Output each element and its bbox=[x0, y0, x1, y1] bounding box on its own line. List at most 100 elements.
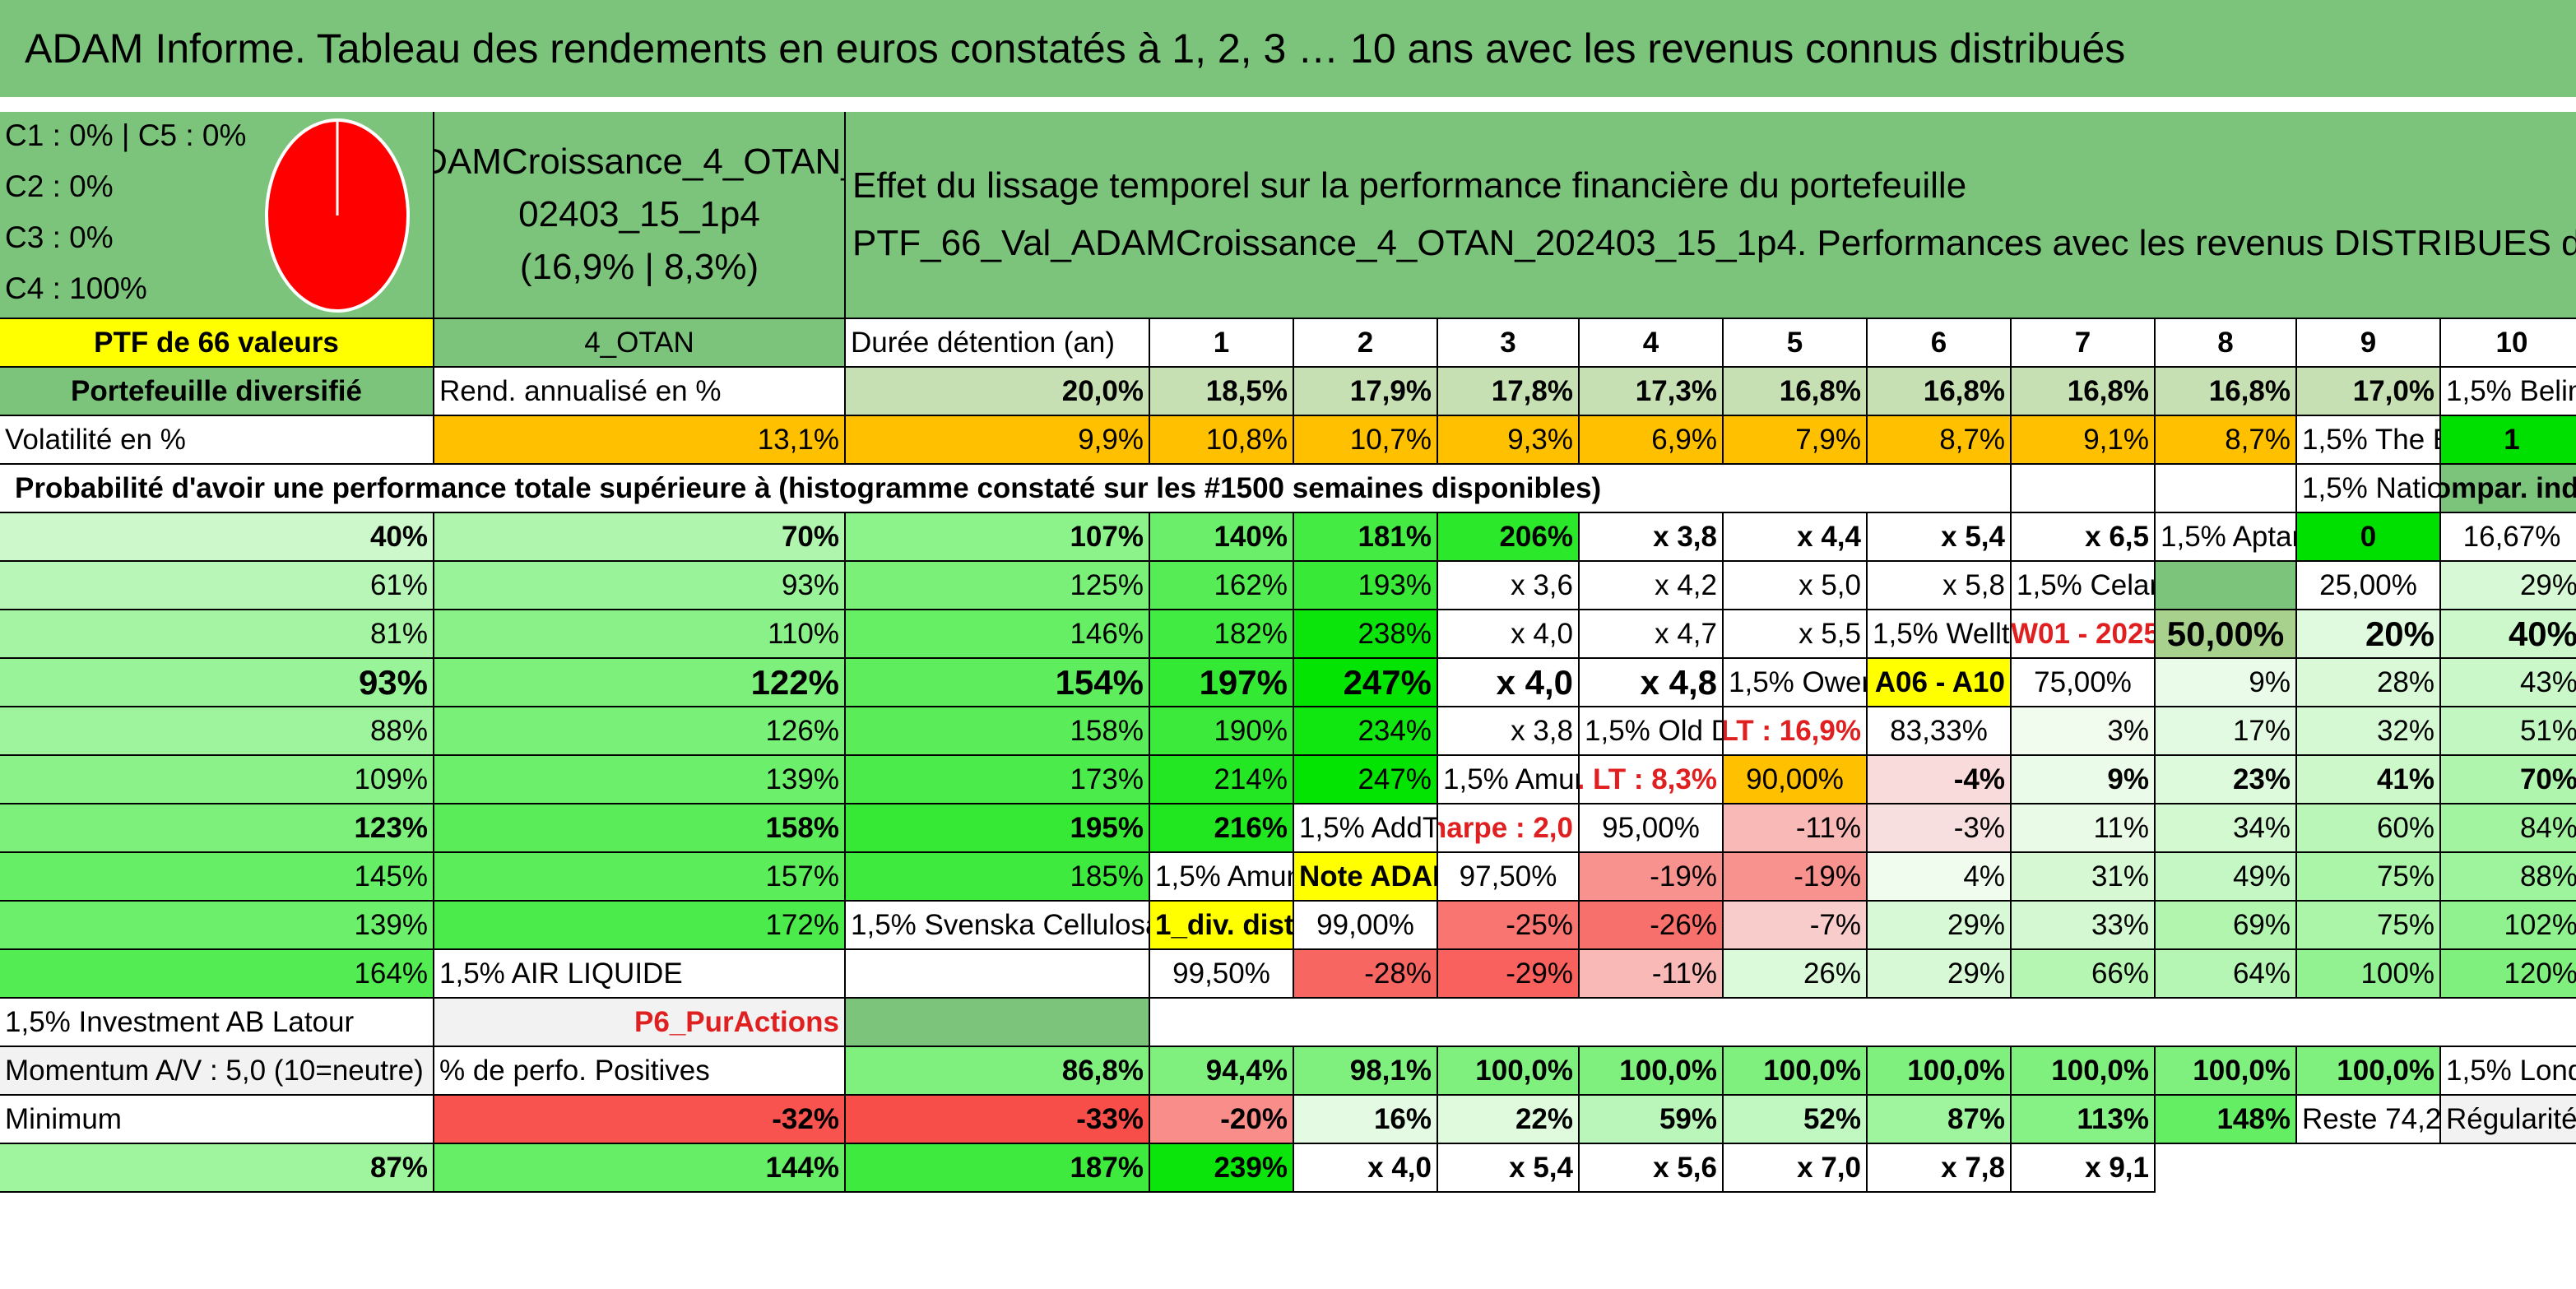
probability-value: -4% bbox=[1868, 756, 2012, 804]
holding-row-label: 1,5% Investment AB Latour bbox=[0, 999, 434, 1047]
rend-value: 17,8% bbox=[1438, 368, 1580, 416]
probability-value: x 6,5 bbox=[2012, 513, 2156, 562]
probability-value: -11% bbox=[1724, 804, 1868, 853]
positive-label: % de perfo. Positives bbox=[434, 1047, 846, 1096]
holding-row-label: 1,5% Svenska Cellulosa AB bbox=[846, 902, 1150, 950]
minimum-value: 22% bbox=[1438, 1096, 1580, 1144]
probability-value: 64% bbox=[2156, 950, 2297, 999]
fund-perf-summary: (16,9% | 8,3%) bbox=[519, 247, 759, 287]
minimum-value: 16% bbox=[1294, 1096, 1438, 1144]
probability-value: 26% bbox=[1724, 950, 1868, 999]
spacer-cell bbox=[846, 999, 1150, 1047]
probability-value: -3% bbox=[1868, 804, 2012, 853]
minimum-value: -33% bbox=[846, 1096, 1150, 1144]
probability-threshold: 50,00% bbox=[2156, 610, 2297, 659]
rend-label: Rend. annualisé en % bbox=[434, 368, 846, 416]
minimum-value: 148% bbox=[2156, 1096, 2297, 1144]
headline-cell: Effet du lissage temporel sur la perform… bbox=[846, 112, 2576, 319]
rend-value: 17,9% bbox=[1294, 368, 1438, 416]
maximum-value: 187% bbox=[846, 1144, 1150, 1193]
probability-value: 88% bbox=[0, 707, 434, 756]
headline-line2: PTF_66_Val_ADAMCroissance_4_OTAN_202403_… bbox=[852, 223, 2576, 263]
probability-value: 125% bbox=[846, 562, 1150, 610]
duration-label: Durée détention (an) bbox=[846, 319, 1150, 368]
info-cell bbox=[2156, 562, 2297, 610]
probability-value: 70% bbox=[434, 513, 846, 562]
probability-value: 126% bbox=[434, 707, 846, 756]
probability-value: 185% bbox=[846, 853, 1150, 902]
info-cell: 0 bbox=[2297, 513, 2441, 562]
probability-value: 32% bbox=[2297, 707, 2441, 756]
holding-row-label: 1,5% Old Dominion Freight bbox=[1580, 707, 1724, 756]
probability-value: 29% bbox=[1868, 950, 2012, 999]
fund-name-cell: ADAMCroissance_4_OTAN_2 02403_15_1p4 (16… bbox=[434, 112, 846, 319]
probability-value: 49% bbox=[2156, 853, 2297, 902]
year-header: 2 bbox=[1294, 319, 1438, 368]
year-header: 10 bbox=[2441, 319, 2576, 368]
probability-value: 195% bbox=[846, 804, 1150, 853]
rend-value: 18,5% bbox=[1150, 368, 1294, 416]
holding-row-label: 1,5% LondonMetric Propert bbox=[2441, 1047, 2576, 1096]
probability-value: 247% bbox=[1294, 756, 1438, 804]
probability-value: x 3,6 bbox=[1438, 562, 1580, 610]
probability-threshold: 25,00% bbox=[2297, 562, 2441, 610]
probability-value: x 3,8 bbox=[1580, 513, 1724, 562]
probability-value: 20% bbox=[2297, 610, 2441, 659]
holding-row-label: 1,5% AddTech AB bbox=[1294, 804, 1438, 853]
probability-value: 43% bbox=[2441, 659, 2576, 707]
probability-value: 17% bbox=[2156, 707, 2297, 756]
positive-value: 100,0% bbox=[1438, 1047, 1580, 1096]
year-header: 4 bbox=[1580, 319, 1724, 368]
info-cell: 4_OTAN bbox=[434, 319, 846, 368]
probability-value: x 4,4 bbox=[1724, 513, 1868, 562]
info-cell: 1_div. distribué bbox=[1150, 902, 1294, 950]
info-cell: Note ADAM : 15,4 bbox=[1294, 853, 1438, 902]
minimum-value: -32% bbox=[434, 1096, 846, 1144]
probability-value: 75% bbox=[2297, 902, 2441, 950]
holding-row-label: 1,5% National Bank of Can bbox=[2297, 465, 2441, 513]
probability-value: 139% bbox=[434, 756, 846, 804]
positive-value: 100,0% bbox=[1724, 1047, 1868, 1096]
info-cell bbox=[846, 950, 1150, 999]
probability-value: 182% bbox=[1150, 610, 1294, 659]
probability-value: 158% bbox=[434, 804, 846, 853]
probability-value: -25% bbox=[1438, 902, 1580, 950]
probability-value: 164% bbox=[0, 950, 434, 999]
probability-threshold: 97,50% bbox=[1438, 853, 1580, 902]
info-cell: Portefeuille diversifié bbox=[0, 368, 434, 416]
probability-value: 100% bbox=[2297, 950, 2441, 999]
probability-value: 110% bbox=[434, 610, 846, 659]
probability-threshold: 99,50% bbox=[1150, 950, 1294, 999]
probability-value: 9% bbox=[2012, 756, 2156, 804]
minimum-value: 113% bbox=[2012, 1096, 2156, 1144]
vol-value: 9,9% bbox=[846, 416, 1150, 465]
vol-value: 6,9% bbox=[1580, 416, 1724, 465]
probability-threshold: 16,67% bbox=[2441, 513, 2576, 562]
allocation-c3: C3 : 0% bbox=[5, 220, 114, 254]
minimum-value: 52% bbox=[1724, 1096, 1868, 1144]
rend-value: 16,8% bbox=[1724, 368, 1868, 416]
headline-line1: Effet du lissage temporel sur la perform… bbox=[852, 165, 1967, 206]
probability-value: 34% bbox=[2156, 804, 2297, 853]
probability-value: 197% bbox=[1150, 659, 1294, 707]
probability-value: 3% bbox=[2012, 707, 2156, 756]
probability-value: 11% bbox=[2012, 804, 2156, 853]
holding-row-label: 1,5% Welltower Inc bbox=[1868, 610, 2012, 659]
probability-value: 162% bbox=[1150, 562, 1294, 610]
probability-value: 120% bbox=[2441, 950, 2576, 999]
probability-value: -7% bbox=[1724, 902, 1868, 950]
holding-row-label: 1,5% AptarGroup Inc bbox=[2156, 513, 2297, 562]
probability-value: 40% bbox=[0, 513, 434, 562]
probability-value: 69% bbox=[2156, 902, 2297, 950]
minimum-value: 59% bbox=[1580, 1096, 1724, 1144]
info-cell: Momentum A/V : 5,0 (10=neutre) bbox=[0, 1047, 434, 1096]
year-header: 8 bbox=[2156, 319, 2297, 368]
report-table: C1 : 0% | C5 : 0% C2 : 0% C3 : 0% C4 : 1… bbox=[0, 112, 2576, 1289]
probability-threshold: 99,00% bbox=[1294, 902, 1438, 950]
vol-label: Volatilité en % bbox=[0, 416, 434, 465]
positive-value: 100,0% bbox=[2297, 1047, 2441, 1096]
positive-value: 100,0% bbox=[1868, 1047, 2012, 1096]
probability-value: 158% bbox=[846, 707, 1150, 756]
maximum-value: x 5,6 bbox=[1580, 1144, 1724, 1193]
vol-value: 7,9% bbox=[1724, 416, 1868, 465]
